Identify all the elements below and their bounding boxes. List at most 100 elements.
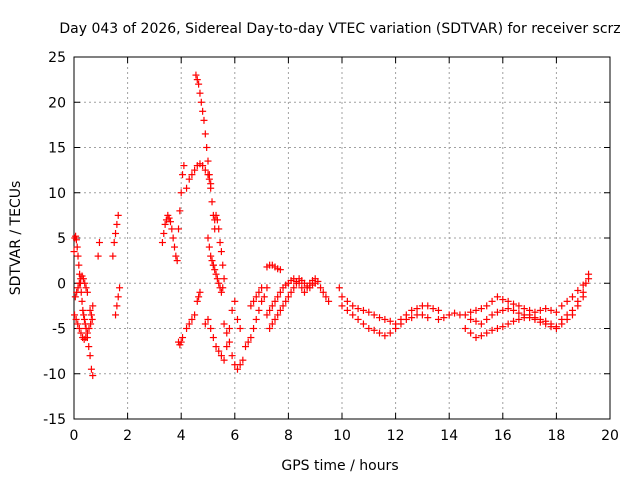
data-point [211,266,219,274]
data-point [78,297,86,305]
data-point [510,300,518,308]
data-point [370,326,378,334]
data-point [216,239,224,247]
data-point [319,288,327,296]
data-point [252,293,260,301]
data-point [165,214,173,222]
data-point [354,315,362,323]
data-point [325,297,333,305]
data-point [213,216,221,224]
data-point [73,243,81,251]
data-point [292,279,300,287]
data-point [434,306,442,314]
data-point [204,315,212,323]
data-point [282,297,290,305]
data-point [563,297,571,305]
data-point [552,308,560,316]
data-point [504,297,512,305]
data-point [215,225,223,233]
data-point [526,314,534,322]
data-point [440,314,448,322]
data-point [89,372,97,380]
data-point [75,325,83,332]
y-tick-label: 5 [57,231,66,247]
data-point [207,325,215,332]
data-point [80,311,88,319]
y-tick-label: 20 [48,95,66,111]
data-point [173,257,181,265]
data-point [86,352,94,360]
data-point [201,130,209,138]
data-point [80,335,88,343]
data-point [397,320,405,328]
data-point [233,315,241,323]
data-point [493,308,501,316]
y-tick-label: -5 [52,322,66,338]
data-point [116,284,124,292]
data-point [504,305,512,313]
data-point [85,343,93,351]
data-point [338,302,346,310]
data-point [510,306,518,314]
data-point [89,302,97,310]
data-point [113,302,121,310]
data-point [217,248,225,256]
data-point [461,325,469,332]
data-point [87,311,95,319]
data-point [74,284,82,292]
data-point [354,305,362,313]
data-point [311,279,319,287]
data-point [209,334,217,342]
data-point [386,329,394,337]
data-point [109,252,117,260]
data-point [192,71,200,79]
data-point [255,288,263,296]
data-point [510,317,518,325]
data-point [236,361,244,369]
data-point [183,325,191,332]
data-point [219,284,227,292]
data-point [114,293,122,301]
data-point [195,293,203,301]
data-point [531,315,539,323]
data-point [574,286,582,294]
data-point [434,315,442,323]
data-point [72,236,80,244]
data-point [86,306,94,314]
data-point [488,326,496,334]
data-point [81,279,89,287]
data-point [175,225,183,233]
data-point [424,302,432,310]
data-point [279,302,287,310]
y-axis-label: SDTVAR / TECUs [8,181,24,296]
data-point [213,275,221,283]
x-tick-label: 10 [333,428,351,444]
data-point [207,184,215,192]
data-point [169,234,177,242]
data-point [217,352,225,360]
data-point [574,297,582,305]
data-point [87,365,95,373]
data-point [215,347,223,355]
data-point [271,315,279,323]
data-point [477,332,485,340]
data-point [472,334,480,342]
data-point [168,225,176,233]
data-point [483,302,491,310]
data-point [212,211,220,219]
data-point [203,144,211,151]
data-point [191,311,199,319]
data-point [71,293,79,301]
data-point [258,284,266,292]
data-point [338,293,346,301]
data-point [445,311,453,319]
data-point [209,261,217,269]
data-point [349,311,357,319]
data-point [110,239,118,247]
x-tick-label: 8 [284,428,293,444]
data-point [461,311,469,319]
data-point [300,288,308,296]
data-point [263,311,271,319]
y-tick-label: 0 [57,276,66,292]
data-point [317,284,325,292]
